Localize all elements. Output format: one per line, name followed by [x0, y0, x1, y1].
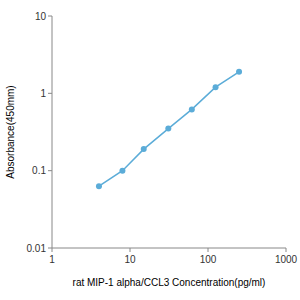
- y-tick-label: 10: [35, 11, 47, 22]
- point: [189, 106, 195, 112]
- y-axis-label: Absorbance(450mm): [5, 85, 16, 178]
- y-tick: [48, 16, 52, 17]
- y-axis: 0.01 0.1 1 10: [27, 11, 52, 254]
- y-tick: [48, 93, 52, 94]
- point: [119, 168, 125, 174]
- x-axis: 1 10 100 1000: [49, 248, 297, 265]
- y-tick: [48, 170, 52, 171]
- y-tick-label: 0.01: [27, 243, 47, 254]
- x-tick-label: 10: [124, 254, 136, 265]
- x-tick: [130, 248, 131, 252]
- point: [213, 84, 219, 90]
- x-tick: [286, 248, 287, 252]
- point: [236, 69, 242, 75]
- y-tick-label: 0.1: [32, 165, 46, 176]
- x-axis-line: [52, 248, 286, 249]
- point: [141, 146, 147, 152]
- y-axis-line: [52, 16, 53, 248]
- x-tick: [208, 248, 209, 252]
- x-tick-label: 1: [49, 254, 55, 265]
- x-tick-label: 100: [200, 254, 217, 265]
- point: [96, 183, 102, 189]
- y-tick: [48, 248, 52, 249]
- x-tick: [52, 248, 53, 252]
- y-tick-label: 1: [40, 88, 46, 99]
- chart: 1 10 100 1000 0.01 0.1 1 10 rat MIP-1 alpha/CCL3…: [0, 0, 300, 300]
- x-axis-label: rat MIP-1 alpha/CCL3 Concentration(pg/ml…: [73, 277, 266, 288]
- line: [99, 72, 239, 186]
- x-tick-label: 1000: [275, 254, 298, 265]
- point: [165, 126, 171, 132]
- plot-area: [96, 69, 242, 189]
- chart-container: 1 10 100 1000 0.01 0.1 1 10 rat MIP-1 alpha/CCL3…: [0, 0, 300, 300]
